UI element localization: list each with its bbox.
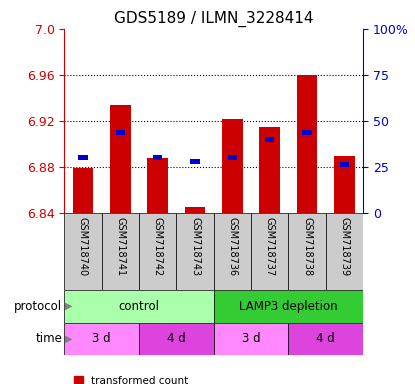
Text: ▶: ▶ bbox=[65, 301, 73, 311]
Title: GDS5189 / ILMN_3228414: GDS5189 / ILMN_3228414 bbox=[114, 11, 313, 27]
Text: GSM718738: GSM718738 bbox=[302, 217, 312, 276]
Bar bbox=[334, 156, 355, 213]
Bar bbox=[288, 213, 326, 290]
Text: ▶: ▶ bbox=[65, 334, 73, 344]
Bar bbox=[228, 155, 237, 161]
Text: 4 d: 4 d bbox=[167, 333, 186, 345]
Bar bbox=[153, 155, 162, 161]
Bar bbox=[116, 130, 125, 135]
Bar bbox=[64, 213, 102, 290]
Bar bbox=[73, 168, 93, 213]
Text: GSM718740: GSM718740 bbox=[78, 217, 88, 276]
Bar bbox=[64, 290, 214, 323]
Bar bbox=[288, 323, 363, 355]
Bar bbox=[251, 213, 288, 290]
Bar bbox=[139, 213, 176, 290]
Bar bbox=[303, 130, 312, 135]
Bar bbox=[78, 155, 88, 161]
Bar bbox=[64, 323, 139, 355]
Text: 3 d: 3 d bbox=[93, 333, 111, 345]
Bar bbox=[102, 213, 139, 290]
Bar bbox=[176, 213, 214, 290]
Bar bbox=[110, 105, 131, 213]
Bar bbox=[214, 290, 363, 323]
Bar bbox=[340, 162, 349, 167]
Bar bbox=[259, 127, 280, 213]
Bar bbox=[185, 207, 205, 213]
Text: control: control bbox=[119, 300, 159, 313]
Text: GSM718741: GSM718741 bbox=[115, 217, 125, 276]
Bar bbox=[190, 159, 200, 164]
Bar bbox=[147, 158, 168, 213]
Text: GSM718739: GSM718739 bbox=[339, 217, 349, 276]
Bar bbox=[222, 119, 243, 213]
Bar bbox=[214, 323, 288, 355]
Text: GSM718737: GSM718737 bbox=[265, 217, 275, 276]
Bar bbox=[214, 213, 251, 290]
Text: time: time bbox=[35, 333, 62, 345]
Legend: transformed count, percentile rank within the sample: transformed count, percentile rank withi… bbox=[74, 376, 267, 384]
Bar bbox=[139, 323, 214, 355]
Bar bbox=[326, 213, 363, 290]
Text: GSM718743: GSM718743 bbox=[190, 217, 200, 276]
Bar bbox=[265, 137, 274, 142]
Bar bbox=[297, 75, 317, 213]
Text: 3 d: 3 d bbox=[242, 333, 260, 345]
Text: LAMP3 depletion: LAMP3 depletion bbox=[239, 300, 338, 313]
Text: GSM718742: GSM718742 bbox=[153, 217, 163, 276]
Text: GSM718736: GSM718736 bbox=[227, 217, 237, 276]
Text: protocol: protocol bbox=[14, 300, 62, 313]
Text: 4 d: 4 d bbox=[316, 333, 335, 345]
